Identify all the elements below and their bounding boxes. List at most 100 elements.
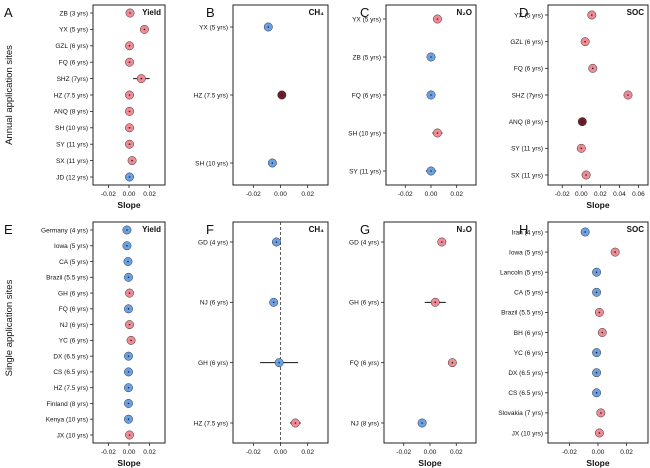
data-point-center xyxy=(128,434,131,436)
y-tick-label: YX (5 yrs) xyxy=(352,16,381,23)
x-tick-label: -0.02 xyxy=(396,449,411,456)
x-tick-label: -0.02 xyxy=(246,191,261,198)
y-tick-label: YX (5 yrs) xyxy=(59,27,88,34)
panel-title: CH₄ xyxy=(309,225,325,234)
y-tick-label: Germany (4 yrs) xyxy=(41,227,88,234)
data-point-center xyxy=(278,361,280,364)
panel-title: Yield xyxy=(142,8,161,17)
y-tick-label: Slovakia (7 yrs) xyxy=(498,410,543,417)
data-point-center xyxy=(128,127,131,129)
panel-title: SOC xyxy=(627,8,645,17)
plot-frame xyxy=(92,221,166,444)
panel-letter: B xyxy=(206,5,215,20)
data-point-center xyxy=(584,231,586,233)
data-point-center xyxy=(143,28,146,31)
panel-title: SOC xyxy=(627,225,645,234)
y-tick-label: YX (5 yrs) xyxy=(514,12,543,19)
y-tick-label: HZ (7.5 yrs) xyxy=(194,420,228,427)
y-tick-label: GZL (6 yrs) xyxy=(510,39,543,46)
x-tick-label: 0.06 xyxy=(632,191,645,198)
x-tick-label: 0.00 xyxy=(274,449,287,456)
data-point-center xyxy=(598,432,601,434)
y-tick-label: CS (6.5 yrs) xyxy=(508,390,543,397)
y-tick-label: GH (6 yrs) xyxy=(349,300,379,307)
x-tick-label: -0.02 xyxy=(246,449,261,456)
x-axis-label: Slope xyxy=(117,200,140,210)
x-tick-label: 0.00 xyxy=(575,191,588,198)
y-tick-label: NJ (6 yrs) xyxy=(200,300,228,307)
y-tick-label: SHZ (7yrs) xyxy=(57,76,88,83)
data-point-center xyxy=(627,94,629,96)
x-tick-label: -0.02 xyxy=(398,191,413,198)
data-point-center xyxy=(127,276,130,279)
data-point-center xyxy=(127,418,130,421)
data-point-center xyxy=(127,355,130,357)
data-point-center xyxy=(127,260,129,263)
x-tick-label: 0.00 xyxy=(592,449,605,456)
y-tick-label: DX (6.5 yrs) xyxy=(53,353,88,360)
y-tick-label: YX (5 yrs) xyxy=(199,24,228,31)
data-point-center xyxy=(281,94,283,96)
y-tick-label: GH (6 yrs) xyxy=(198,360,228,367)
data-point-center xyxy=(131,159,133,162)
x-tick-label: 0.02 xyxy=(301,191,314,198)
panel-letter: A xyxy=(4,5,13,20)
y-tick-label: ZB (3 yrs) xyxy=(59,10,88,17)
data-point-center xyxy=(585,174,587,176)
y-tick-label: ZB (5 yrs) xyxy=(352,54,381,61)
data-point-center xyxy=(128,176,131,178)
y-tick-label: SH (10 yrs) xyxy=(195,160,228,167)
y-tick-label: GD (4 yrs) xyxy=(349,239,379,246)
y-tick-label: NJ (8 yrs) xyxy=(351,420,379,427)
panel-title: CH₄ xyxy=(309,8,325,17)
x-axis-label: Slope xyxy=(586,200,609,210)
x-tick-label: 0.00 xyxy=(424,449,437,456)
x-tick-label: 0.04 xyxy=(613,191,626,198)
x-tick-label: 0.00 xyxy=(123,449,136,456)
y-tick-label: FQ (6 yrs) xyxy=(59,60,88,67)
y-tick-label: GD (4 yrs) xyxy=(198,239,228,246)
data-point-center xyxy=(595,351,598,354)
panels: A Yield -0.02 0.00 0.02 Slope ZB (3 yrs) YX (5 … xyxy=(4,4,649,468)
data-point-center xyxy=(595,371,598,374)
panel-letter: G xyxy=(360,222,370,237)
data-point-center xyxy=(598,311,601,314)
x-tick-label: 0.02 xyxy=(450,449,463,456)
y-tick-label: FQ (6 yrs) xyxy=(514,66,543,73)
panel-f: F CH₄ -0.02 0.00 0.02 GD (4 yrs) NJ (6 yrs) GH … xyxy=(194,221,329,456)
y-tick-label: ANQ (8 yrs) xyxy=(509,119,543,126)
data-point-center xyxy=(430,170,432,172)
data-point-center xyxy=(580,147,583,150)
y-tick-label: FQ (6 yrs) xyxy=(59,306,88,313)
x-tick-label: 0.00 xyxy=(425,191,438,198)
x-axis-label: Slope xyxy=(117,458,140,468)
data-point-center xyxy=(128,94,131,96)
y-tick-label: Kenya (10 yrs) xyxy=(46,417,88,424)
panel-title: N₂O xyxy=(456,8,472,17)
y-tick-label: GZL (6 yrs) xyxy=(55,43,88,50)
y-tick-label: SY (11 yrs) xyxy=(511,146,543,153)
y-tick-label: JD (12 yrs) xyxy=(56,174,88,181)
data-point-center xyxy=(126,244,128,247)
data-point-center xyxy=(128,110,131,113)
y-tick-label: CA (5 yrs) xyxy=(514,290,543,297)
y-tick-label: HZ (7.5 yrs) xyxy=(54,385,88,392)
x-axis-label: Slope xyxy=(586,458,609,468)
y-tick-label: ANQ (8 yrs) xyxy=(54,109,88,116)
data-point-center xyxy=(595,291,598,294)
data-point-center xyxy=(436,18,439,20)
y-tick-label: CS (6.5 yrs) xyxy=(53,369,88,376)
data-point-center xyxy=(127,308,130,310)
x-tick-label: 0.02 xyxy=(301,449,314,456)
data-point-center xyxy=(581,120,584,123)
data-point-center xyxy=(430,56,432,58)
data-point-center xyxy=(128,292,131,294)
y-tick-label: SH (10 yrs) xyxy=(55,125,88,132)
y-tick-label: HZ (7.5 yrs) xyxy=(194,92,228,99)
y-tick-label: SX (11 yrs) xyxy=(56,158,88,165)
data-point-center xyxy=(128,323,131,326)
y-tick-label: FQ (6 yrs) xyxy=(350,360,379,367)
row-label-annual: Annual application sites xyxy=(4,45,15,145)
